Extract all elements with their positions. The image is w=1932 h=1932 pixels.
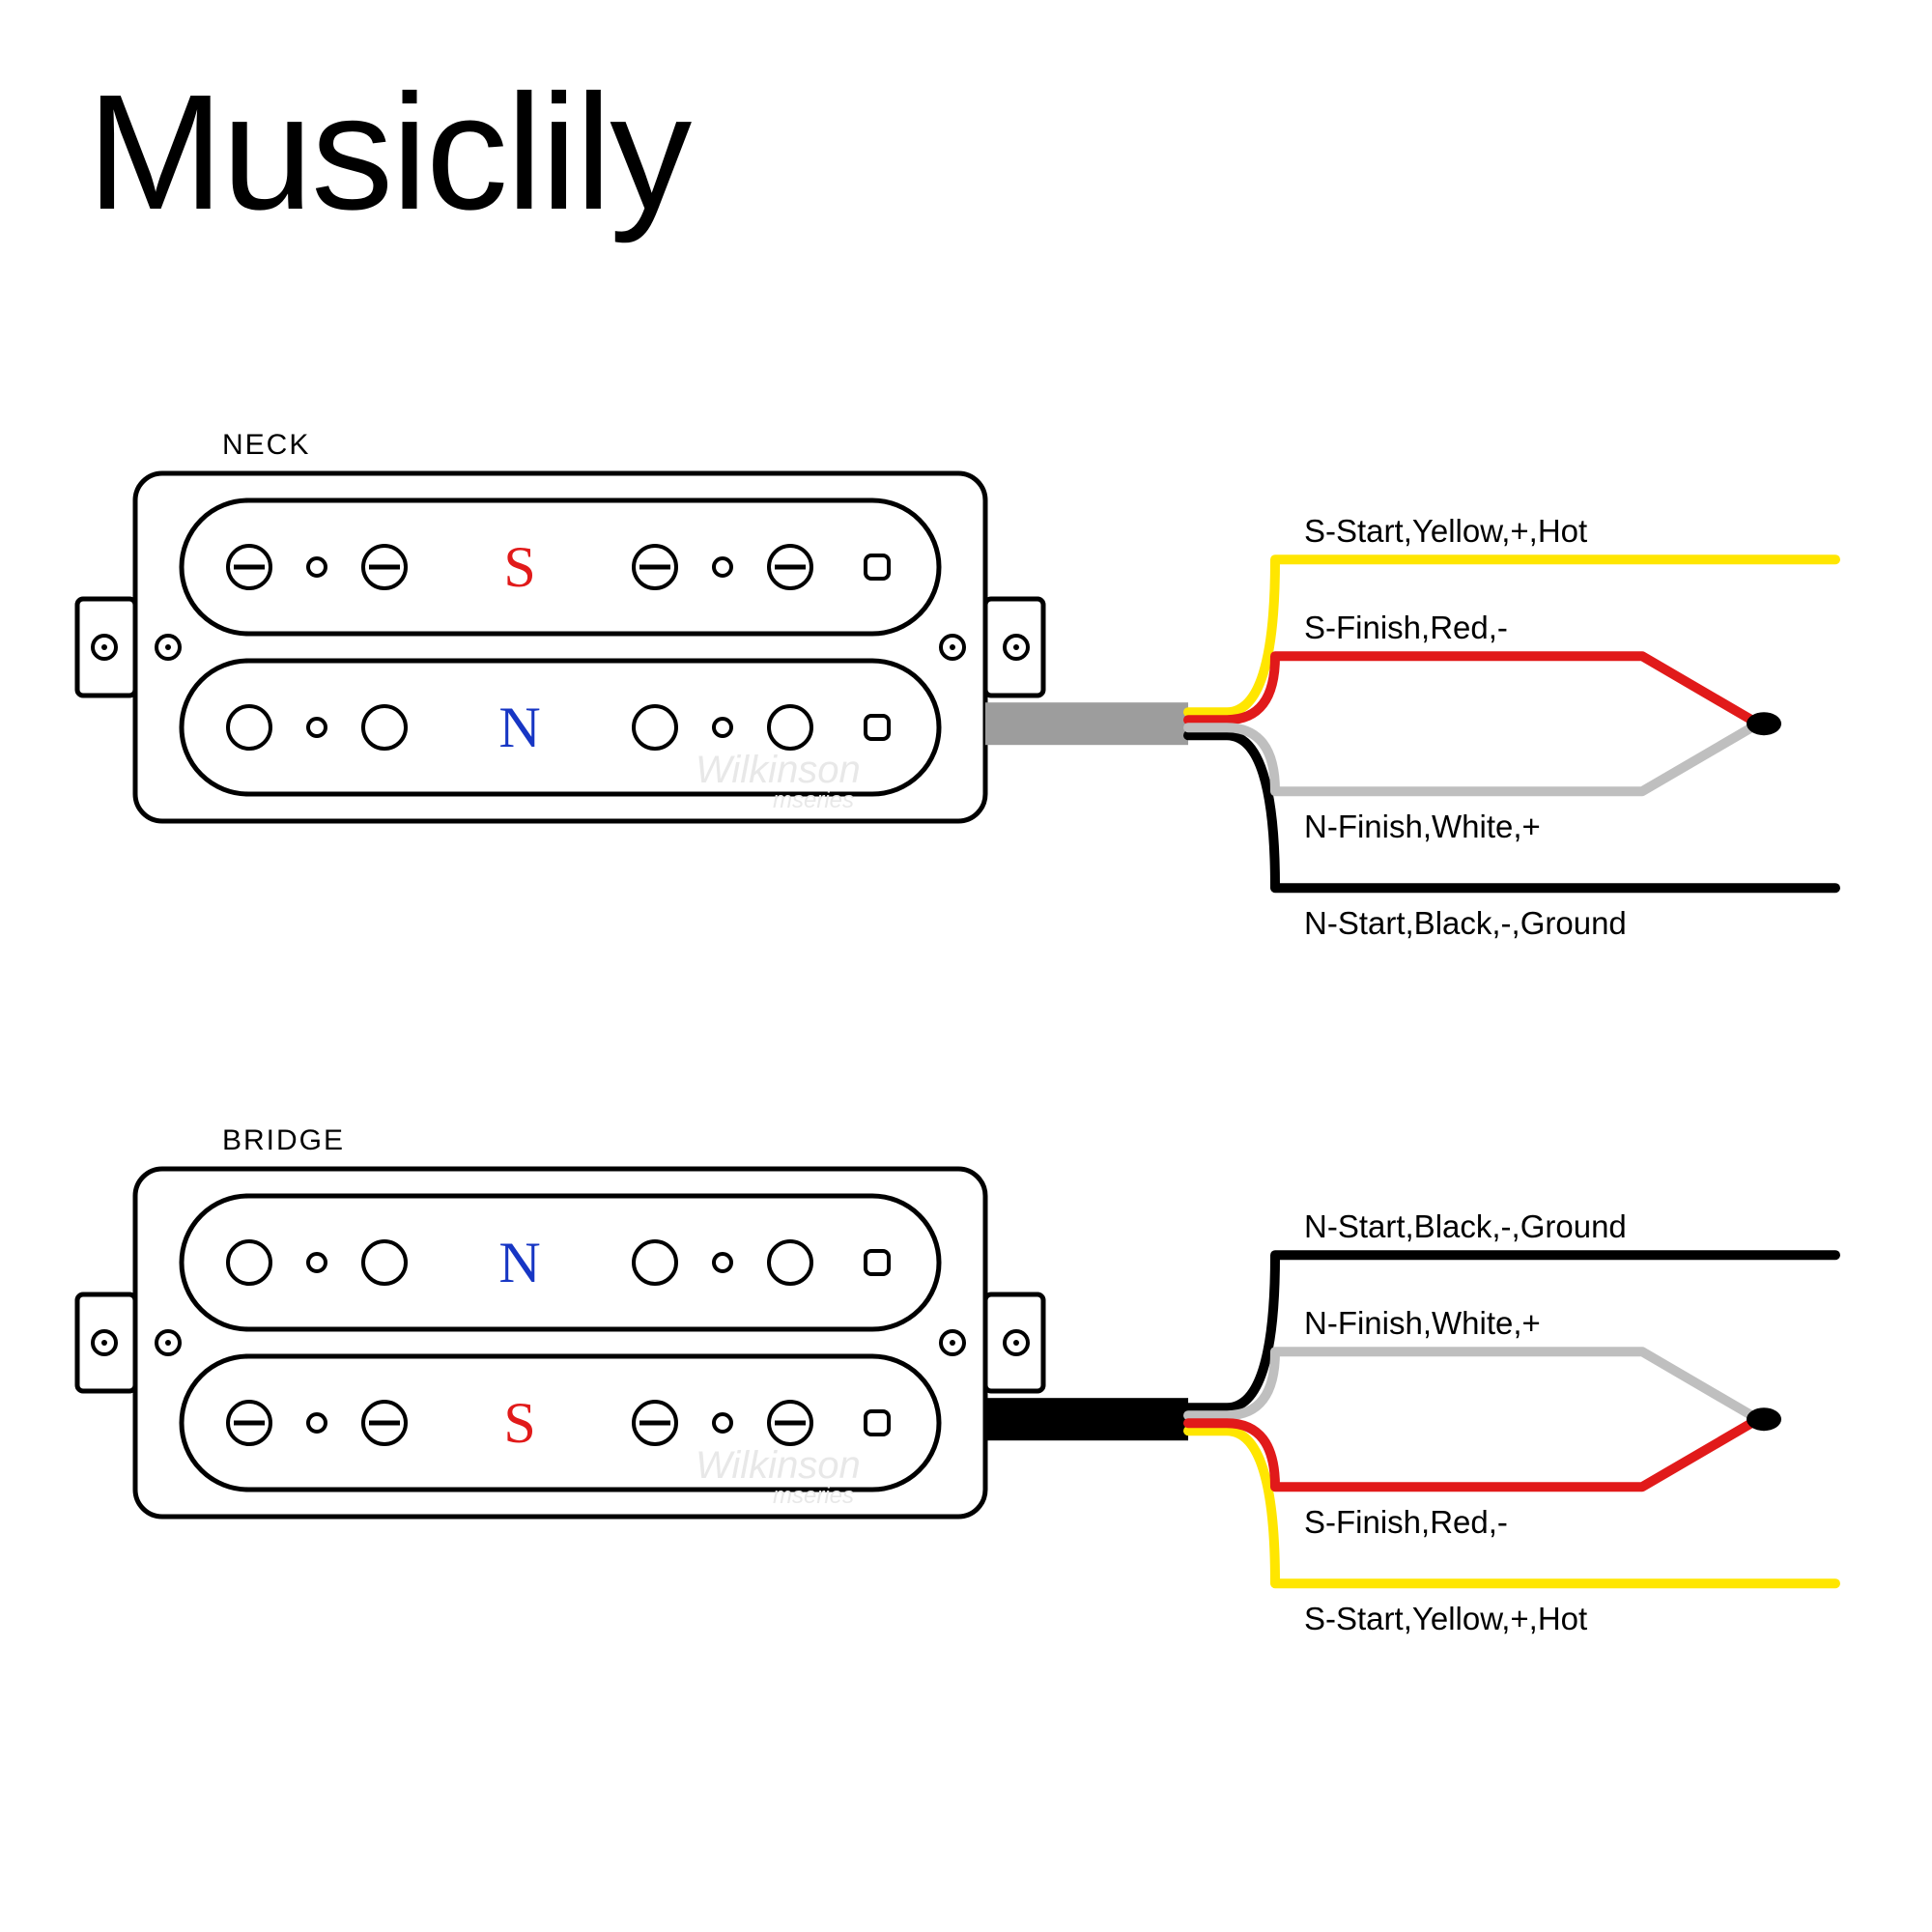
wire-yellow [1188,1431,1835,1583]
section-label-bridge: BRIDGE [222,1124,345,1156]
wire-yellow [1188,559,1835,712]
diagram-canvas: NECKSNWilkinsonmseriesS-Start,Yellow,+,H… [0,0,1932,1932]
wire-label: N-Start,Black,-,Ground [1304,1208,1627,1244]
cable-jacket [985,702,1188,745]
watermark-subline: mseries [773,787,854,813]
coil-polarity-letter: N [498,1231,540,1294]
solder-joint-icon [1747,1407,1781,1431]
wire-label: N-Finish,White,+ [1304,1305,1541,1341]
solder-joint-icon [1747,712,1781,735]
watermark-brand: Wilkinson [696,749,861,791]
wire-label: S-Finish,Red,- [1304,1504,1508,1540]
cable-jacket [985,1398,1188,1440]
coil-polarity-letter: S [503,535,535,599]
wire-white_wire [1188,1351,1758,1419]
wire-red [1188,1419,1758,1487]
wire-label: S-Start,Yellow,+,Hot [1304,513,1587,549]
section-label-neck: NECK [222,429,310,461]
wire-label: S-Start,Yellow,+,Hot [1304,1601,1587,1636]
wire-label: N-Start,Black,-,Ground [1304,905,1627,941]
coil-polarity-letter: N [498,696,540,759]
coil-polarity-letter: S [503,1391,535,1455]
page-title: Musiclily [87,58,690,247]
watermark-subline: mseries [773,1483,854,1509]
watermark-brand: Wilkinson [696,1444,861,1487]
wire-red [1188,656,1758,724]
wire-label: N-Finish,White,+ [1304,809,1541,844]
wire-white_wire [1188,724,1758,791]
wire-label: S-Finish,Red,- [1304,610,1508,645]
